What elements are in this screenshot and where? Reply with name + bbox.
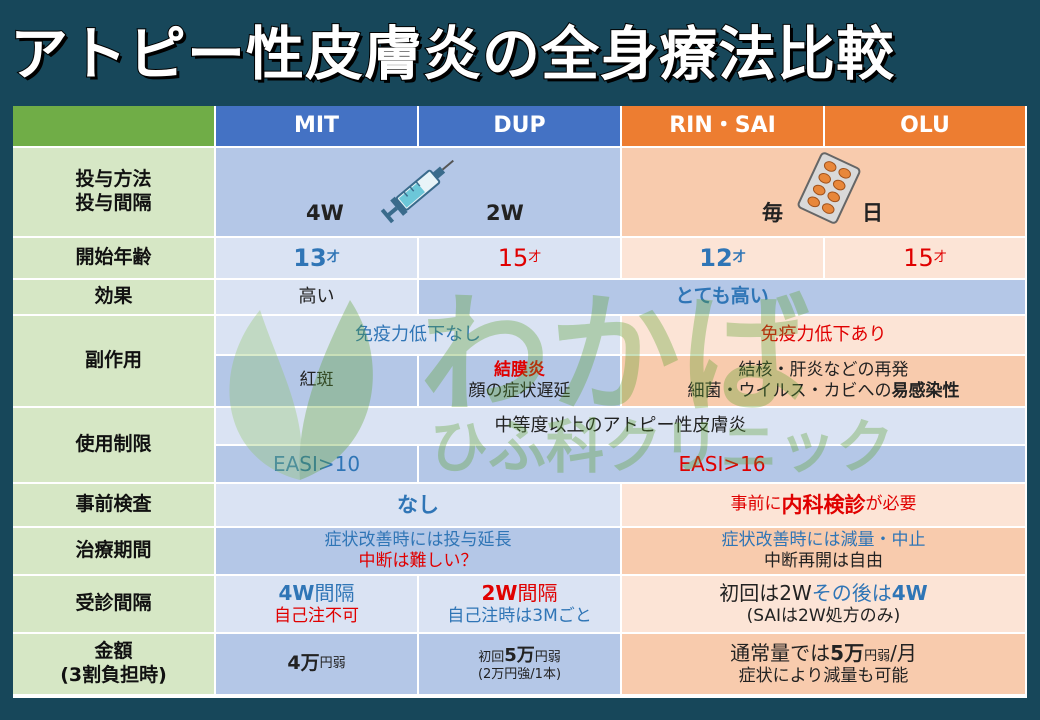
cost-label-note: (3割負担時)	[60, 664, 167, 686]
pretest-jak-emph: 内科検診	[781, 492, 866, 517]
cost-jak: 通常量では5万円弱/月 症状により減量も可能	[622, 634, 1027, 696]
side-effect-reactivation: 結核・肝炎などの再発	[738, 359, 909, 380]
duration-jak-line2: 中断再開は自由	[764, 551, 883, 571]
row-label-effect: 効果	[13, 280, 216, 316]
restriction-others: EASI>16	[419, 446, 1027, 484]
restriction-mit: EASI>10	[216, 446, 419, 484]
header-olu: OLU	[825, 106, 1027, 148]
side-effect-infection-emph: 易感染性	[891, 381, 960, 401]
duration-jak: 症状改善時には減量・中止 中断再開は自由	[622, 528, 1027, 576]
row-label-duration: 治療期間	[13, 528, 216, 576]
cost-jak-per-month: /月	[890, 640, 917, 665]
side-effects-jak-common: 免疫力低下あり	[622, 316, 1027, 356]
start-age-olu-value: 15	[903, 244, 934, 272]
row-label-visits: 受診間隔	[13, 576, 216, 634]
cost-dup: 初回5万円弱 (2万円強/1本)	[419, 634, 622, 696]
duration-jak-line1: 症状改善時には減量・中止	[721, 529, 926, 550]
cost-label: 金額	[94, 640, 133, 663]
pretest-jak: 事前に 内科検診 が必要	[622, 484, 1027, 528]
header-mit: MIT	[216, 106, 419, 148]
visits-jak-first: 初回は2W	[719, 580, 812, 605]
table-corner	[13, 106, 216, 148]
dosing-mit: 4W	[306, 201, 344, 225]
dosing-dup: 2W	[486, 201, 524, 225]
start-age-dup-unit: 才	[528, 249, 542, 265]
start-age-mit: 13 才	[216, 238, 419, 280]
visits-jak-interval: 4W	[891, 580, 928, 605]
dosing-jak-cell: 毎 日	[622, 148, 1027, 238]
start-age-mit-unit: 才	[326, 249, 340, 265]
cost-dup-note: (2万円強/1本)	[477, 667, 562, 683]
start-age-olu-unit: 才	[933, 249, 947, 265]
effect-others: とても高い	[419, 280, 1027, 316]
visits-dup-note: 自己注時は3Mごと	[447, 605, 592, 626]
dosing-olu: 日	[862, 201, 883, 225]
header-dup: DUP	[419, 106, 622, 148]
pill-pack-icon	[797, 152, 861, 224]
header-rin-sai: RIN・SAI	[622, 106, 825, 148]
row-label-side-effects: 副作用	[13, 316, 216, 408]
visits-jak: 初回は2Wその後は4W (SAIは2W処方のみ)	[622, 576, 1027, 634]
duration-biologics-line2: 中断は難しい？	[358, 551, 478, 571]
start-age-mit-value: 13	[293, 244, 327, 272]
start-age-rin-value: 12	[699, 244, 733, 272]
pretest-biologics: なし	[216, 484, 622, 528]
side-effects-mit: 紅斑	[216, 356, 419, 408]
cost-jak-suffix: 円弱	[864, 648, 891, 664]
duration-biologics-line1: 症状改善時には投与延長	[324, 529, 512, 550]
visits-jak-then: その後は	[811, 580, 892, 605]
visits-mit-suffix: 間隔	[314, 580, 355, 605]
row-label-dosing: 投与方法 投与間隔	[13, 148, 216, 238]
cost-jak-prefix: 通常量では	[730, 640, 831, 665]
cost-dup-suffix: 円弱	[534, 649, 561, 665]
pretest-jak-post: が必要	[865, 494, 917, 515]
restriction-common: 中等度以上のアトピー性皮膚炎	[216, 408, 1027, 446]
comparison-table: MIT DUP RIN・SAI OLU 投与方法 投与間隔 4W 2W 毎	[13, 106, 1027, 698]
dosing-label-method: 投与方法	[75, 168, 152, 191]
visits-jak-note: (SAIは2W処方のみ)	[746, 605, 901, 626]
visits-mit: 4W間隔 自己注不可	[216, 576, 419, 634]
duration-biologics: 症状改善時には投与延長 中断は難しい？	[216, 528, 622, 576]
row-label-start-age: 開始年齢	[13, 238, 216, 280]
start-age-rin-unit: 才	[732, 249, 746, 265]
start-age-dup-value: 15	[497, 244, 529, 272]
cost-dup-amount: 5万	[504, 644, 535, 666]
side-effect-conjunctivitis: 結膜炎	[494, 359, 545, 380]
visits-dup-interval: 2W	[481, 580, 518, 605]
cost-dup-first: 初回	[478, 649, 505, 665]
syringe-icon	[380, 159, 454, 224]
side-effect-infection-text: 細菌・ウイルス・カビへの	[687, 381, 892, 401]
cost-mit-amount: 4万	[287, 652, 320, 675]
visits-mit-note: 自己注不可	[274, 605, 359, 626]
dosing-label-interval: 投与間隔	[75, 192, 152, 214]
pretest-jak-pre: 事前に	[730, 494, 782, 515]
side-effects-dup: 結膜炎 顔の症状遅延	[419, 356, 622, 408]
visits-mit-interval: 4W	[278, 580, 315, 605]
visits-dup: 2W間隔 自己注時は3Mごと	[419, 576, 622, 634]
visits-dup-suffix: 間隔	[517, 580, 558, 605]
side-effect-face-delay: 顔の症状遅延	[468, 381, 571, 401]
cost-mit-suffix: 円弱	[319, 655, 346, 671]
row-label-cost: 金額 (3割負担時)	[13, 634, 216, 696]
start-age-rin-sai: 12 才	[622, 238, 825, 280]
dosing-biologics-cell: 4W 2W	[216, 148, 622, 238]
row-label-restriction: 使用制限	[13, 408, 216, 484]
side-effects-jak: 結核・肝炎などの再発 細菌・ウイルス・カビへの易感染性	[622, 356, 1027, 408]
row-label-pretest: 事前検査	[13, 484, 216, 528]
start-age-olu: 15 才	[825, 238, 1027, 280]
cost-jak-note: 症状により減量も可能	[738, 665, 909, 686]
start-age-dup: 15 才	[419, 238, 622, 280]
effect-mit: 高い	[216, 280, 419, 316]
cost-jak-amount: 5万	[830, 640, 865, 665]
dosing-rin-sai: 毎	[762, 201, 783, 225]
cost-mit: 4万 円弱	[216, 634, 419, 696]
page-title: アトピー性皮膚炎の全身療法比較	[9, 19, 896, 89]
side-effects-biologics-common: 免疫力低下なし	[216, 316, 622, 356]
